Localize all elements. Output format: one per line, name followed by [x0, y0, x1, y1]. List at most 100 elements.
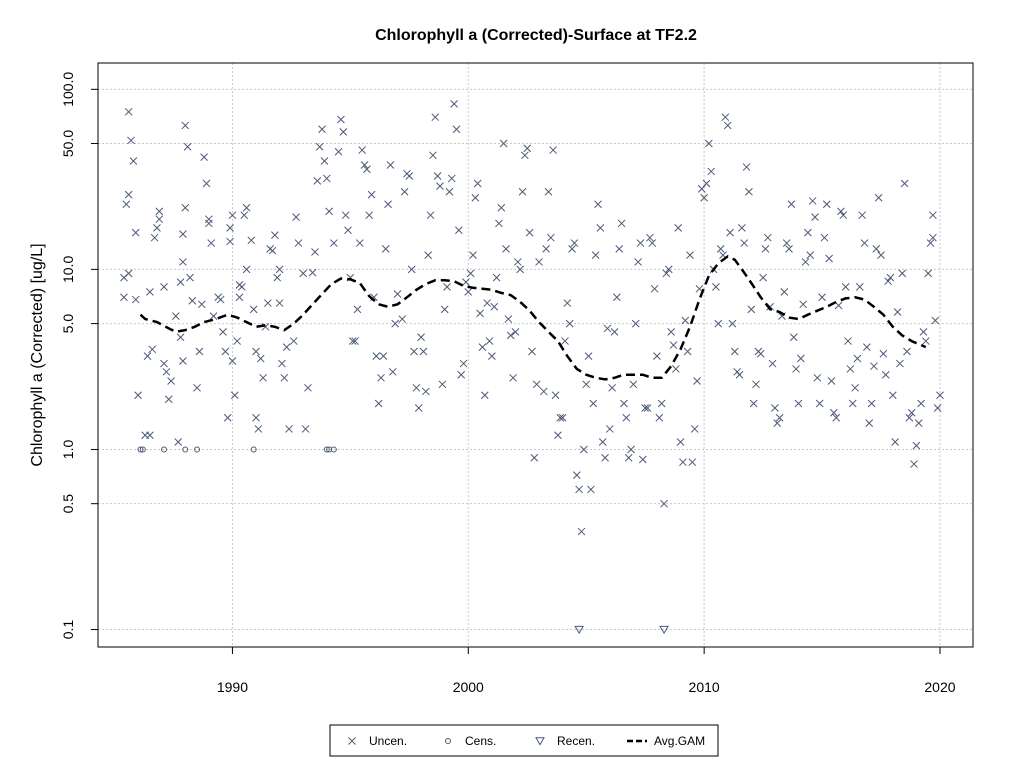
data-point	[714, 319, 723, 328]
data-point	[221, 347, 230, 356]
data-point	[648, 239, 657, 247]
data-point	[870, 362, 878, 371]
data-point	[176, 333, 185, 342]
data-point	[330, 446, 337, 453]
data-point	[329, 239, 338, 247]
data-point	[502, 245, 510, 253]
data-point	[194, 446, 201, 453]
data-point	[181, 121, 190, 130]
data-point	[454, 226, 463, 235]
data-point	[405, 172, 414, 180]
data-point	[898, 269, 907, 278]
data-point	[161, 446, 168, 453]
data-point	[360, 161, 369, 169]
data-point	[686, 251, 694, 259]
data-point	[617, 219, 626, 228]
data-point	[344, 226, 352, 235]
data-point	[120, 293, 128, 302]
x-tick-label: 1990	[217, 679, 248, 695]
data-point	[860, 239, 869, 247]
data-point	[230, 391, 239, 400]
data-point	[176, 278, 185, 286]
data-point	[521, 151, 529, 160]
data-point	[179, 230, 187, 238]
data-point	[702, 179, 711, 188]
data-point	[476, 309, 484, 318]
x-axis: 1990 2000 2010 2020	[217, 647, 956, 695]
data-point	[900, 179, 909, 188]
data-point	[775, 413, 784, 422]
data-point	[539, 387, 548, 396]
data-point	[421, 387, 430, 396]
data-point	[429, 151, 437, 160]
data-point	[473, 179, 482, 188]
data-point	[153, 224, 161, 232]
data-point	[252, 413, 260, 422]
data-point	[204, 215, 213, 224]
data-point	[761, 245, 770, 253]
data-point	[351, 337, 359, 345]
data-point	[624, 453, 633, 462]
data-point	[792, 365, 800, 373]
data-point	[565, 319, 574, 328]
data-point	[690, 425, 699, 433]
data-point	[896, 359, 904, 368]
data-point	[398, 315, 407, 323]
data-point	[822, 200, 831, 209]
data-point	[910, 460, 918, 468]
data-point	[561, 337, 569, 345]
data-point	[556, 413, 565, 422]
data-point	[841, 282, 850, 291]
data-point	[801, 258, 810, 266]
data-point	[219, 327, 227, 336]
data-point	[820, 233, 829, 242]
data-point	[596, 224, 605, 232]
data-point	[179, 258, 187, 266]
data-point	[877, 251, 885, 259]
data-point	[787, 200, 796, 209]
data-point	[146, 288, 154, 296]
data-point	[384, 200, 392, 209]
data-point	[271, 231, 279, 239]
data-point	[216, 295, 225, 304]
data-point	[450, 100, 458, 108]
data-point	[676, 438, 685, 446]
data-point	[179, 357, 187, 365]
data-point	[381, 245, 390, 253]
data-point	[818, 293, 826, 302]
data-point	[846, 365, 855, 373]
data-point	[839, 211, 848, 220]
data-point	[393, 290, 402, 298]
data-point	[155, 215, 164, 224]
data-point	[634, 258, 642, 266]
data-point	[728, 319, 737, 328]
data-point	[921, 337, 930, 345]
data-point	[497, 203, 506, 212]
data-point	[681, 316, 690, 325]
data-point	[782, 239, 791, 247]
data-point	[837, 207, 845, 216]
y-tick-label: 0.5	[60, 494, 76, 514]
data-point	[363, 165, 371, 174]
data-point	[492, 273, 501, 282]
data-point	[546, 233, 555, 242]
x-tick-label: 2010	[689, 679, 720, 695]
data-point	[688, 458, 697, 467]
data-point	[768, 359, 777, 368]
data-points	[120, 100, 944, 635]
data-point	[544, 187, 553, 196]
data-point	[414, 404, 423, 412]
data-point	[582, 380, 591, 389]
data-point	[893, 308, 902, 316]
data-point	[813, 373, 822, 382]
data-point	[924, 269, 933, 278]
data-point	[226, 237, 234, 246]
data-point	[627, 445, 635, 454]
data-point	[747, 305, 756, 314]
data-point	[723, 121, 732, 130]
data-point	[523, 144, 532, 153]
data-point	[358, 146, 367, 154]
data-point	[855, 282, 864, 291]
data-point	[304, 383, 312, 392]
data-point	[749, 399, 758, 408]
